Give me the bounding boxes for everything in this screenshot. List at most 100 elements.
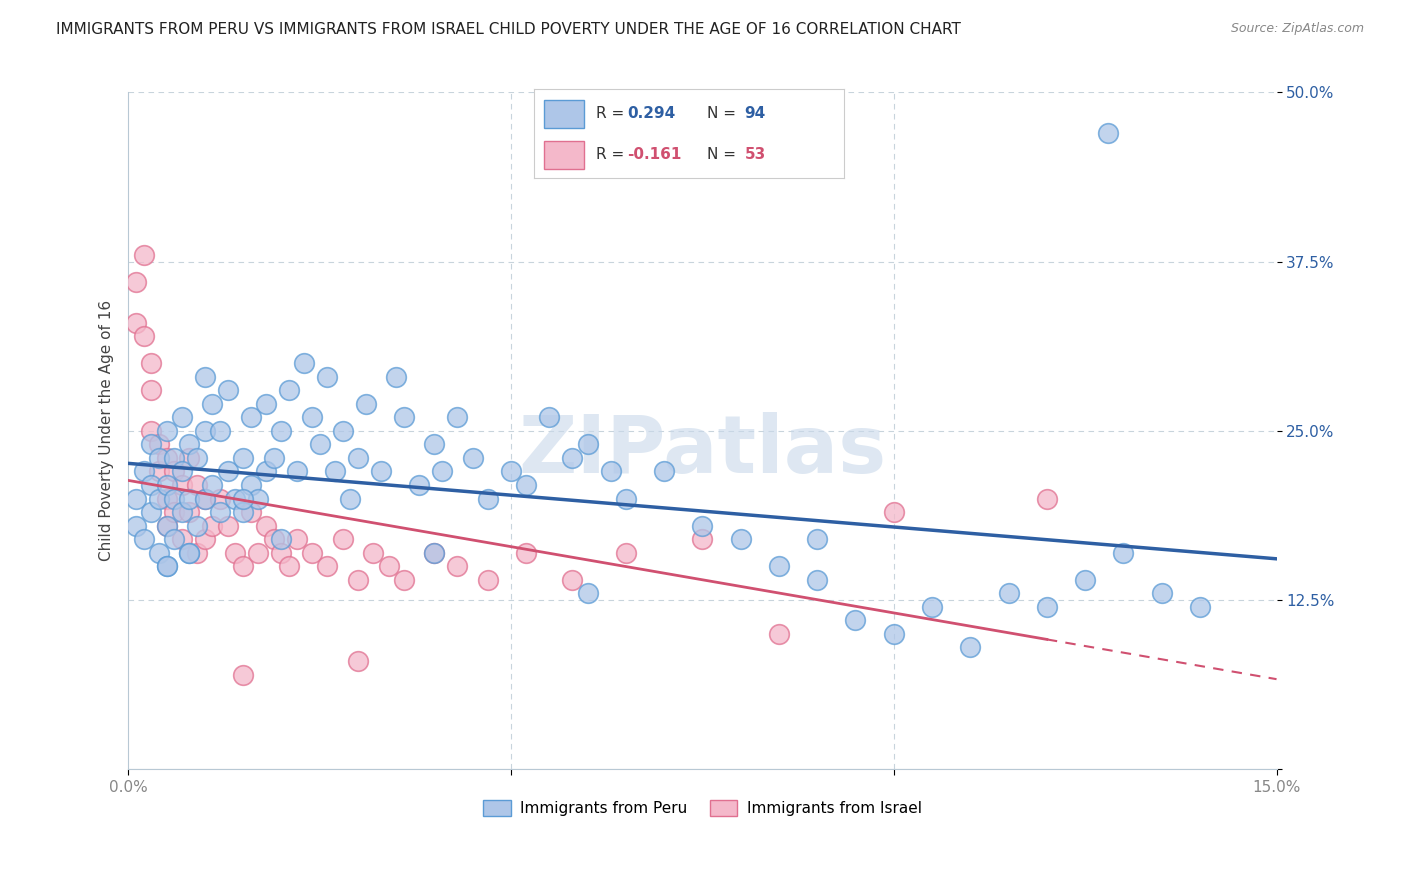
Point	[316, 559, 339, 574]
Point	[141, 424, 163, 438]
Point	[263, 450, 285, 465]
Point	[201, 518, 224, 533]
Point	[561, 450, 583, 465]
Point	[392, 573, 415, 587]
Point	[844, 613, 866, 627]
Point	[155, 559, 177, 574]
Point	[652, 465, 675, 479]
Point	[997, 586, 1019, 600]
Point	[163, 491, 186, 506]
Point	[561, 573, 583, 587]
Point	[263, 532, 285, 546]
Point	[232, 667, 254, 681]
Point	[186, 478, 208, 492]
Point	[186, 450, 208, 465]
Point	[148, 546, 170, 560]
Point	[254, 465, 277, 479]
Point	[179, 546, 201, 560]
Point	[132, 329, 155, 343]
Point	[239, 478, 262, 492]
Point	[217, 518, 239, 533]
Point	[423, 546, 446, 560]
Point	[247, 546, 270, 560]
Point	[132, 465, 155, 479]
Point	[301, 410, 323, 425]
Point	[347, 654, 370, 668]
Text: R =: R =	[596, 147, 630, 161]
Point	[423, 546, 446, 560]
Point	[170, 465, 193, 479]
Point	[232, 505, 254, 519]
Point	[316, 369, 339, 384]
Text: 0.294: 0.294	[627, 106, 675, 120]
Point	[599, 465, 621, 479]
Point	[224, 546, 246, 560]
Point	[308, 437, 330, 451]
Point	[179, 505, 201, 519]
Point	[883, 505, 905, 519]
Point	[179, 450, 201, 465]
Point	[155, 491, 177, 506]
Point	[278, 383, 301, 397]
Point	[339, 491, 361, 506]
Point	[125, 275, 148, 289]
Point	[392, 410, 415, 425]
Point	[1036, 491, 1059, 506]
Point	[477, 491, 499, 506]
Point	[170, 532, 193, 546]
Point	[576, 437, 599, 451]
Point	[461, 450, 484, 465]
Point	[163, 532, 186, 546]
Text: 94: 94	[745, 106, 766, 120]
Point	[515, 546, 537, 560]
Point	[148, 450, 170, 465]
Point	[179, 546, 201, 560]
Point	[239, 410, 262, 425]
Point	[692, 518, 714, 533]
Point	[576, 586, 599, 600]
Point	[538, 410, 561, 425]
Point	[141, 478, 163, 492]
Point	[332, 424, 354, 438]
Point	[163, 450, 186, 465]
Point	[301, 546, 323, 560]
Point	[148, 465, 170, 479]
Point	[186, 518, 208, 533]
Point	[141, 356, 163, 370]
Text: 53: 53	[745, 147, 766, 161]
Point	[270, 424, 292, 438]
Point	[132, 248, 155, 262]
Point	[347, 573, 370, 587]
Point	[278, 559, 301, 574]
Point	[292, 356, 315, 370]
Point	[155, 478, 177, 492]
Point	[377, 559, 399, 574]
Point	[170, 478, 193, 492]
Point	[155, 559, 177, 574]
Point	[186, 546, 208, 560]
Point	[423, 437, 446, 451]
Point	[170, 505, 193, 519]
Text: N =: N =	[707, 106, 741, 120]
Point	[477, 573, 499, 587]
Point	[730, 532, 752, 546]
Point	[209, 491, 232, 506]
Point	[806, 573, 828, 587]
Point	[430, 465, 453, 479]
Legend: Immigrants from Peru, Immigrants from Israel: Immigrants from Peru, Immigrants from Is…	[477, 795, 928, 822]
Point	[285, 532, 308, 546]
Point	[194, 491, 217, 506]
Point	[959, 640, 981, 655]
Point	[209, 505, 232, 519]
Point	[239, 505, 262, 519]
Point	[148, 491, 170, 506]
Point	[141, 437, 163, 451]
Point	[1074, 573, 1097, 587]
Point	[163, 465, 186, 479]
Point	[270, 532, 292, 546]
Point	[217, 465, 239, 479]
Point	[194, 532, 217, 546]
Point	[370, 465, 392, 479]
Text: IMMIGRANTS FROM PERU VS IMMIGRANTS FROM ISRAEL CHILD POVERTY UNDER THE AGE OF 16: IMMIGRANTS FROM PERU VS IMMIGRANTS FROM …	[56, 22, 962, 37]
Point	[768, 627, 790, 641]
